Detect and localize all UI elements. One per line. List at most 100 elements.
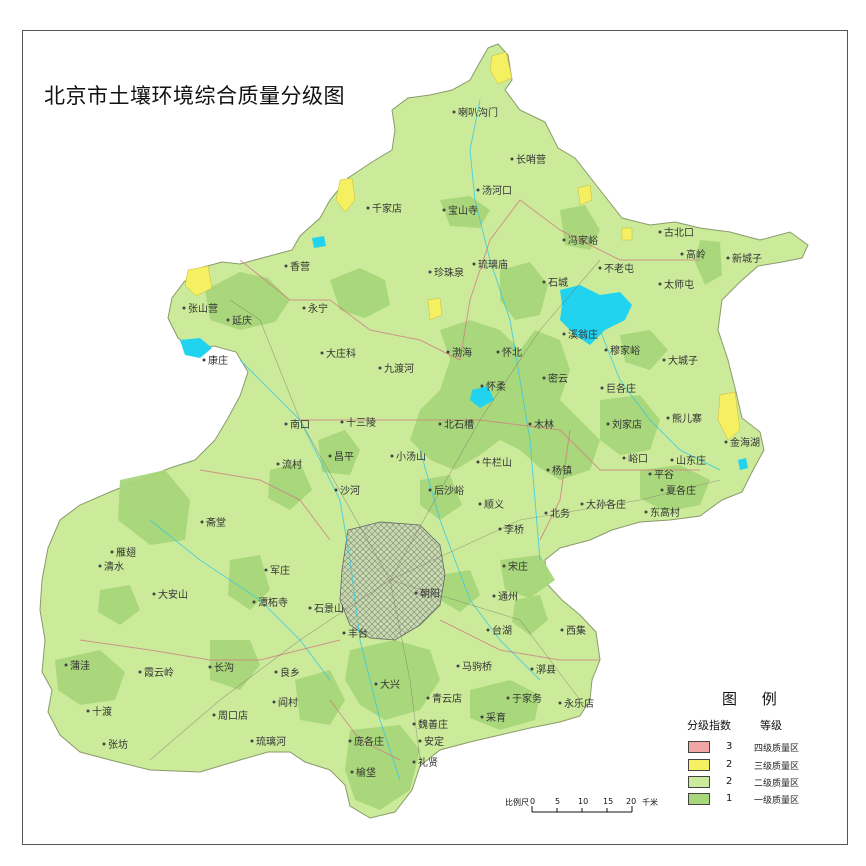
place-marker [374,682,378,686]
place-marker [284,422,288,426]
place-label: 珍珠泉 [434,266,464,279]
legend-row: 2 三级质量区 [688,759,838,774]
map-title: 北京市土壤环境综合质量分级图 [44,84,345,108]
scale-tick: 10 [578,797,589,806]
place-label: 刘家店 [612,418,642,431]
place-label: 北务 [550,507,570,520]
place-marker [366,206,370,210]
place-label: 长沟 [214,661,234,674]
place-marker [86,709,90,713]
place-marker [412,760,416,764]
place-marker [276,462,280,466]
legend-title: 图 例 [722,690,787,708]
place-marker [480,715,484,719]
place-marker [658,230,662,234]
place-marker [426,696,430,700]
place-marker [598,266,602,270]
place-label: 溪翁庄 [568,328,598,341]
scale-tick: 15 [603,797,614,806]
place-label: 良乡 [280,666,300,679]
place-marker [328,454,332,458]
place-label: 霞云岭 [144,666,174,679]
place-label: 金海湖 [730,436,760,449]
place-marker [252,600,256,604]
place-label: 十三陵 [346,416,376,429]
place-label: 石景山 [314,603,344,615]
legend-row: 2 二级质量区 [688,776,838,791]
place-marker [200,520,204,524]
place-label: 古北口 [664,226,694,239]
place-marker [480,384,484,388]
place-label: 通州 [498,591,518,603]
legend-label: 三级质量区 [754,762,800,772]
place-label: 顺义 [484,499,504,511]
legend-header-grade: 分级指数 [687,719,731,732]
place-label: 汤河口 [482,184,512,197]
place-marker [670,458,674,462]
place-label: 长哨营 [516,153,546,166]
place-marker [320,351,324,355]
place-marker [622,456,626,460]
place-label: 怀北 [502,347,522,359]
legend-label: 四级质量区 [754,744,800,754]
place-label: 十渡 [92,705,112,718]
place-marker [378,366,382,370]
place-label: 斋堂 [206,516,226,529]
place-label: 后沙峪 [434,485,464,497]
place-marker [492,594,496,598]
place-marker [542,376,546,380]
place-marker [666,416,670,420]
place-marker [680,252,684,256]
place-label: 牛栏山 [482,456,512,469]
place-marker [212,713,216,717]
place-label: 喇叭沟门 [458,106,498,119]
level1-areas [55,196,722,810]
place-label: 流村 [282,458,302,471]
place-label: 阎村 [278,696,298,709]
place-label: 雁翅 [116,546,136,559]
place-label: 太师屯 [664,278,694,291]
place-label: 木林 [534,418,554,431]
place-marker [542,280,546,284]
place-marker [272,700,276,704]
legend-header-level: 等级 [760,719,782,732]
place-marker [334,488,338,492]
legend-row: 1 一级质量区 [688,793,838,808]
place-marker [662,358,666,362]
place-marker [348,739,352,743]
place-label: 西集 [566,624,586,637]
place-label: 丰台 [348,627,368,640]
place-label: 大兴 [380,678,400,691]
legend-swatch [688,776,710,788]
place-label: 不老屯 [604,262,634,275]
place-label: 夏各庄 [666,484,696,497]
place-label: 采育 [486,711,506,724]
place-label: 大庄科 [326,347,356,360]
place-label: 东高村 [650,506,680,519]
scale-tick: 0 [530,797,536,806]
place-label: 香营 [290,260,310,273]
place-marker [528,422,532,426]
legend-row: 3 四级质量区 [688,741,838,756]
legend-swatch [688,759,710,771]
place-label: 马驹桥 [462,660,492,673]
place-label: 安定 [424,735,444,748]
place-label: 清水 [104,560,124,573]
scale-tick: 5 [555,797,561,806]
place-marker [476,188,480,192]
water-bodies [180,236,748,470]
place-label: 宋庄 [508,560,528,573]
place-label: 南口 [290,418,310,431]
place-marker [660,488,664,492]
place-marker [226,318,230,322]
place-marker [302,306,306,310]
roads [149,259,721,761]
place-marker [98,564,102,568]
place-label: 朝阳 [420,588,440,600]
place-marker [502,564,506,568]
place-label: 密云 [548,372,568,385]
place-label: 大城子 [668,354,698,367]
place-label: 昌平 [334,451,354,463]
